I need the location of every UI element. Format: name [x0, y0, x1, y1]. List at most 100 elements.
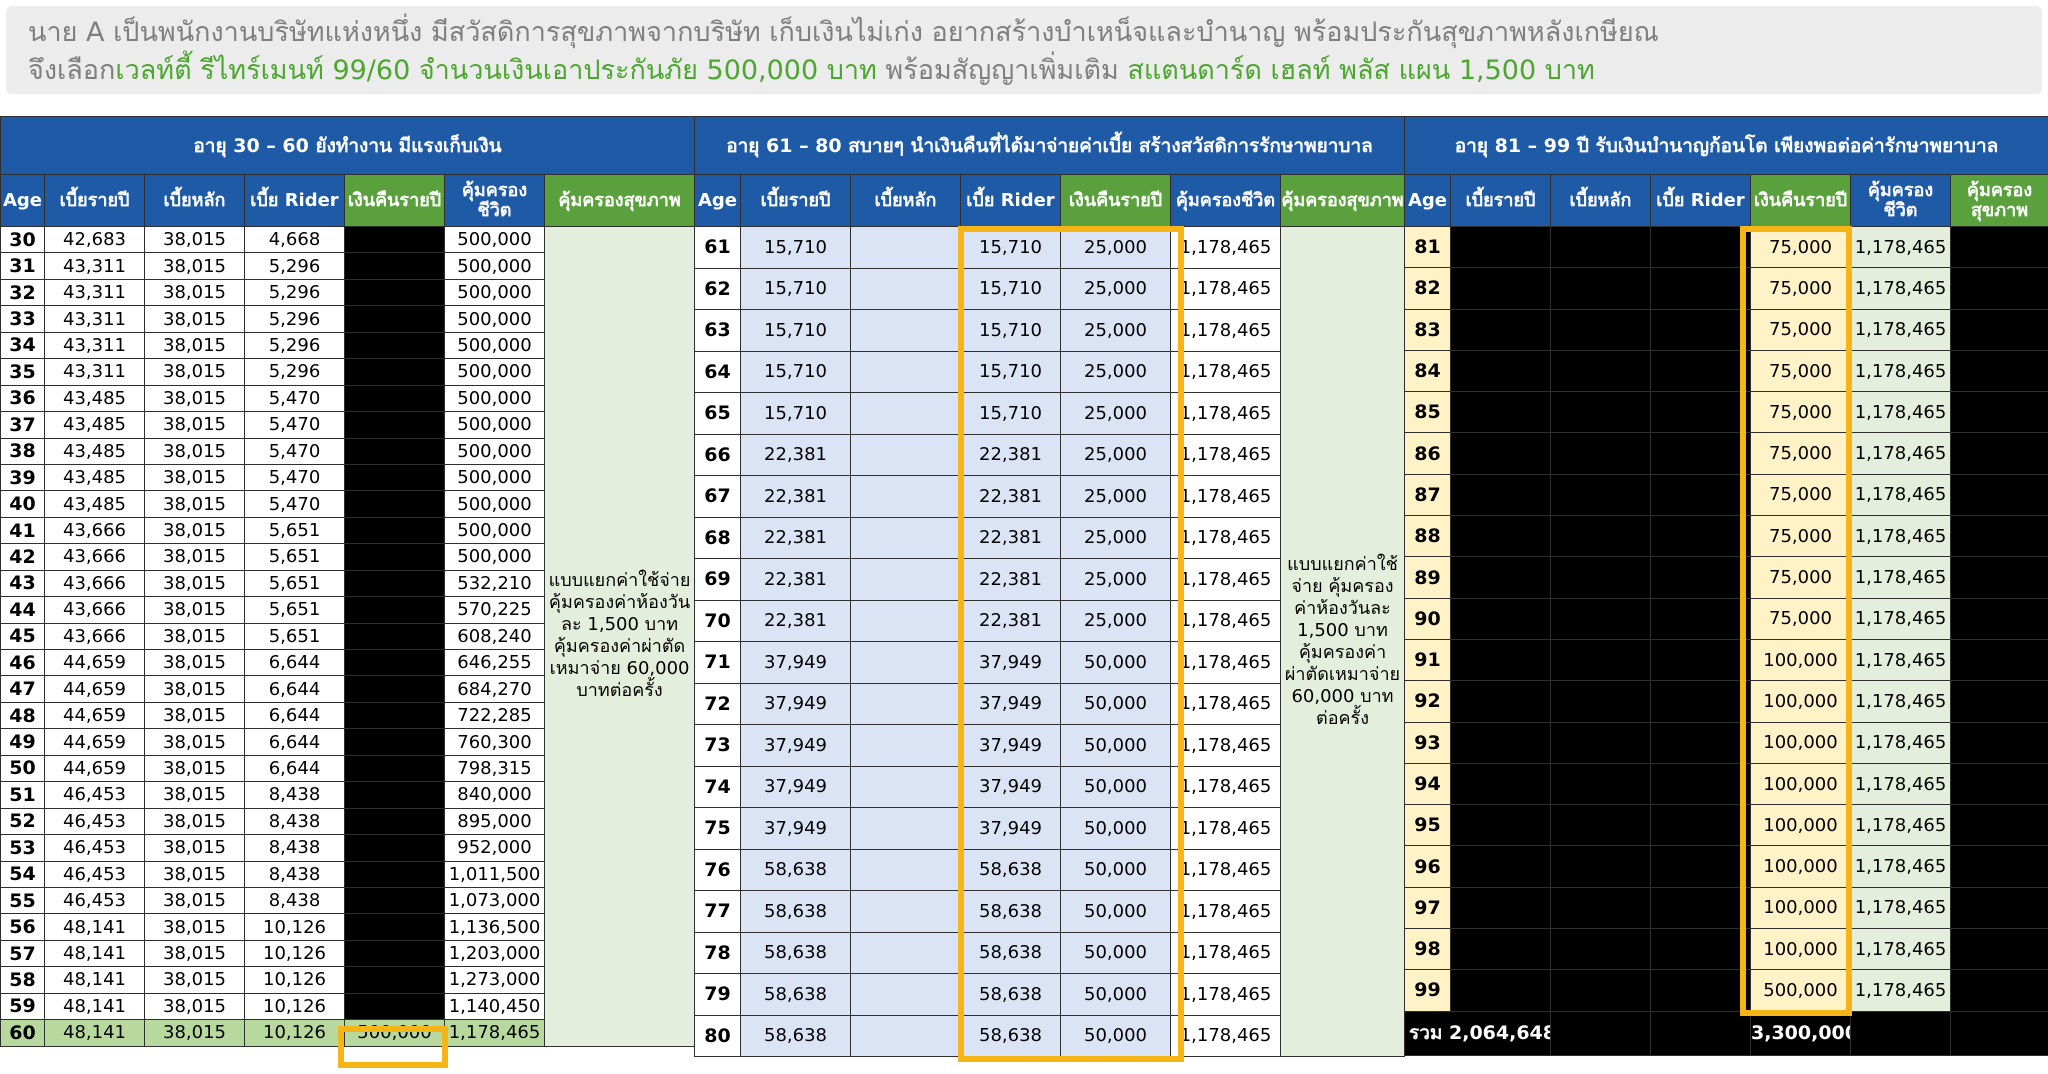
cell-blank	[1550, 597, 1651, 640]
cell-age: 47	[0, 675, 45, 703]
cell-age: 94	[1404, 762, 1451, 806]
cell-life: 608,240	[444, 622, 545, 651]
table-row: 38 43,485 38,015 5,470 500,000	[0, 437, 695, 465]
cell-refund: 25,000	[1060, 309, 1171, 352]
cell-age: 77	[694, 890, 741, 933]
table-row: 83 75,000 1,178,465	[1404, 308, 2048, 351]
cell-refund: 50,000	[1060, 890, 1171, 933]
cell-age: 55	[0, 886, 45, 915]
cell-blank	[1550, 473, 1651, 517]
cell-life: 1,178,465	[1850, 928, 1951, 971]
cell-rider: 5,470	[244, 490, 345, 518]
cell-rider: 22,381	[960, 516, 1061, 559]
cell-annual: 43,485	[44, 411, 145, 439]
cell-age: 60	[0, 1019, 45, 1047]
cell-blank	[1650, 391, 1751, 434]
cell-refund	[344, 411, 445, 439]
cell-age: 84	[1404, 349, 1451, 393]
cell-life: 1,178,465	[1170, 433, 1281, 476]
cell-age: 73	[694, 724, 741, 767]
cell-main: 38,015	[144, 569, 245, 598]
cell-life: 1,178,465	[1850, 225, 1951, 269]
cell-rider: 5,651	[244, 622, 345, 651]
cell-rider: 5,296	[244, 331, 345, 360]
cell-main	[850, 890, 961, 933]
cell-life: 1,136,500	[444, 913, 545, 941]
cell-refund	[344, 754, 445, 783]
cell-refund	[344, 358, 445, 386]
header-rider-premium: เบี้ย Rider	[244, 174, 345, 227]
cell-blank	[1450, 225, 1551, 269]
cell-blank	[1650, 638, 1751, 682]
cell-refund	[344, 543, 445, 571]
cell-blank	[1550, 267, 1651, 310]
cell-life: 500,000	[444, 252, 545, 280]
cell-age: 41	[0, 516, 45, 545]
cell-age: 57	[0, 939, 45, 968]
table-row: 58 48,141 38,015 10,126 1,273,000	[0, 966, 695, 994]
cell-rider: 58,638	[960, 848, 1061, 891]
cell-rider: 5,470	[244, 463, 345, 492]
cell-annual: 43,311	[44, 252, 145, 280]
cell-rider: 8,438	[244, 834, 345, 862]
scenario-mid: พร้อมสัญญาเพิ่มเติม	[876, 55, 1128, 86]
cell-main	[850, 516, 961, 559]
cell-age: 80	[694, 1014, 741, 1057]
plan-name: เวลท์ตี้ รีไทร์เมนท์ 99/60 จำนวนเงินเอาป…	[115, 55, 877, 86]
cell-age: 93	[1404, 721, 1451, 764]
cell-main: 38,015	[144, 886, 245, 915]
cell-refund: 75,000	[1750, 391, 1851, 434]
table-row: 57 48,141 38,015 10,126 1,203,000	[0, 939, 695, 968]
cell-main: 38,015	[144, 490, 245, 518]
cell-refund: 75,000	[1750, 473, 1851, 517]
header-health-coverage: คุ้มครองสุขภาพ	[543, 174, 696, 227]
cell-refund: 75,000	[1750, 515, 1851, 558]
cell-rider: 5,296	[244, 305, 345, 333]
cell-age: 50	[0, 754, 45, 783]
cell-life: 500,000	[444, 225, 545, 254]
cell-rider: 6,644	[244, 754, 345, 783]
cell-main	[850, 765, 961, 808]
cell-refund: 75,000	[1750, 556, 1851, 599]
header-main-premium: เบี้ยหลัก	[144, 174, 245, 227]
cell-main: 38,015	[144, 622, 245, 651]
cell-age: 89	[1404, 556, 1451, 599]
cell-annual: 22,381	[740, 433, 851, 476]
cell-annual: 46,453	[44, 781, 145, 809]
table-row: 53 46,453 38,015 8,438 952,000	[0, 834, 695, 862]
cell-main: 38,015	[144, 781, 245, 809]
cell-refund: 100,000	[1750, 845, 1851, 888]
cell-refund	[344, 966, 445, 994]
cell-life: 1,178,465	[1170, 226, 1281, 269]
cell-rider: 6,644	[244, 648, 345, 677]
cell-age: 95	[1404, 804, 1451, 847]
cell-life: 500,000	[444, 543, 545, 571]
cell-blank	[1650, 1010, 1751, 1056]
scenario-description: นาย A เป็นพนักงานบริษัทแห่งหนึ่ง มีสวัสด…	[6, 6, 2042, 94]
cell-annual: 15,710	[740, 350, 851, 393]
cell-age: 83	[1404, 308, 1451, 351]
table-row: 42 43,666 38,015 5,651 500,000	[0, 543, 695, 571]
table-row: 80 58,638 58,638 50,000 1,178,465	[694, 1014, 1405, 1057]
cell-blank	[1450, 762, 1551, 806]
cell-life: 1,178,465	[1170, 890, 1281, 933]
cell-main: 38,015	[144, 225, 245, 254]
table-row: 95 100,000 1,178,465	[1404, 804, 2048, 847]
cell-refund: 100,000	[1750, 804, 1851, 847]
cell-refund	[344, 807, 445, 836]
cell-blank	[1650, 969, 1751, 1012]
cell-rider: 8,438	[244, 860, 345, 888]
cell-health	[1949, 225, 2048, 269]
health-coverage-note: แบบแยกค่าใช้จ่าย คุ้มครองค่าห้องวันละ 1,…	[543, 226, 696, 1047]
cell-age: 98	[1404, 928, 1451, 971]
cell-age: 48	[0, 701, 45, 730]
cell-annual: 44,659	[44, 701, 145, 730]
cell-life: 532,210	[444, 569, 545, 598]
scenario-line-1: นาย A เป็นพนักงานบริษัทแห่งหนึ่ง มีสวัสด…	[28, 17, 1659, 48]
table-row: 66 22,381 22,381 25,000 1,178,465	[694, 433, 1405, 476]
cell-rider: 10,126	[244, 992, 345, 1021]
cell-life: 1,178,465	[1850, 638, 1951, 682]
cell-annual: 46,453	[44, 834, 145, 862]
cell-refund	[344, 490, 445, 518]
header-annual-refund: เงินคืนรายปี	[344, 174, 445, 227]
